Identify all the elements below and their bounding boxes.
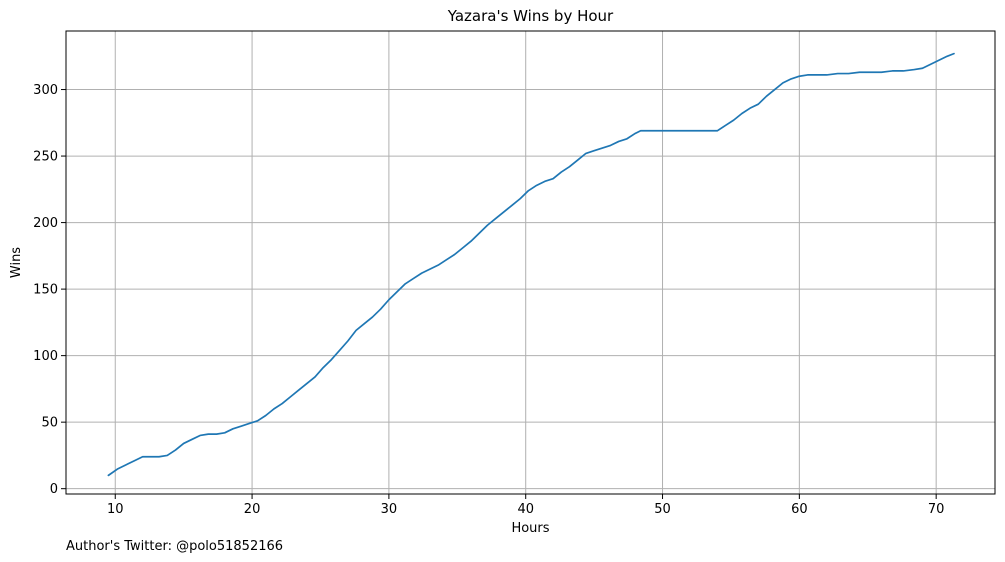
y-tick-label: 50 (41, 416, 58, 431)
x-tick-label: 20 (244, 502, 261, 517)
x-tick-label: 60 (791, 502, 808, 517)
x-tick-label: 40 (517, 502, 534, 517)
y-tick-label: 300 (33, 83, 58, 98)
x-tick-label: 10 (107, 502, 124, 517)
x-axis-label: Hours (511, 521, 549, 536)
plot-frame (65, 30, 996, 495)
chart-title: Yazara's Wins by Hour (447, 7, 614, 25)
y-tick-label: 150 (33, 283, 58, 298)
grid-layer (66, 31, 995, 494)
y-tick-label: 100 (33, 349, 58, 364)
author-footnote: Author's Twitter: @polo51852166 (66, 539, 283, 554)
y-tick-label: 0 (50, 482, 58, 497)
y-axis-label: Wins (9, 247, 24, 278)
wins-line (107, 52, 955, 477)
x-tick-label: 30 (381, 502, 398, 517)
y-tick-label: 200 (33, 216, 58, 231)
ticks-layer: 10 20 30 40 50 60 70 0 50 100 150 200 250 300 (33, 83, 944, 517)
y-tick-label: 250 (33, 150, 58, 165)
x-tick-label: 70 (928, 502, 945, 517)
x-tick-label: 50 (654, 502, 671, 517)
